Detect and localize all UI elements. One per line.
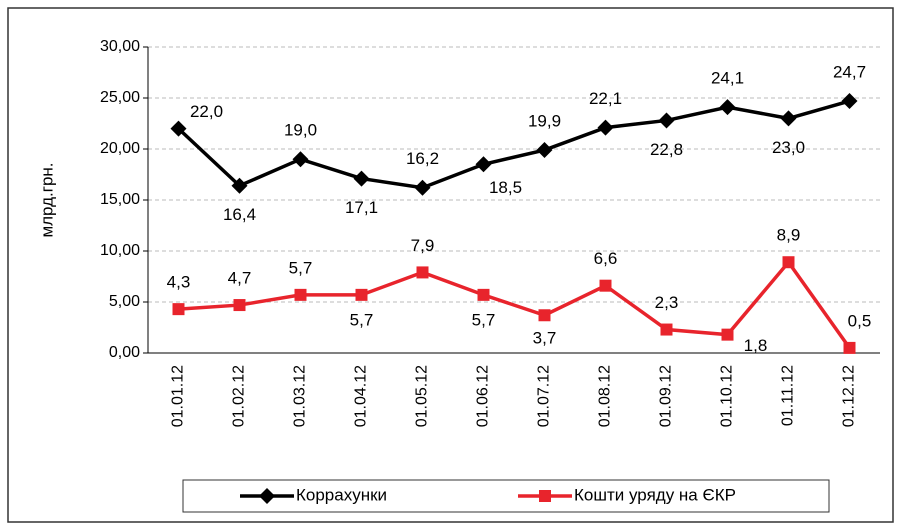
y-axis-label: млрд.грн. — [37, 162, 56, 237]
data-label: 5,7 — [350, 310, 374, 329]
data-label: 17,1 — [345, 198, 378, 217]
line-marker — [841, 93, 858, 110]
data-label: 5,7 — [289, 258, 313, 277]
data-label: 8,9 — [777, 226, 801, 245]
x-tick-label: 01.09.12 — [658, 365, 675, 427]
x-tick-label: 01.01.12 — [170, 365, 187, 427]
line-marker — [292, 151, 309, 168]
x-tick-label: 01.02.12 — [231, 365, 248, 427]
line-marker — [536, 142, 553, 159]
line-marker — [780, 110, 797, 127]
line-marker — [353, 170, 370, 187]
x-tick-label: 01.10.12 — [719, 365, 736, 427]
data-label: 3,7 — [533, 329, 557, 348]
y-tick-label: 30,00 — [100, 38, 140, 55]
legend-label: Кошти уряду на ЄКР — [574, 485, 736, 504]
line-marker — [414, 179, 431, 196]
line-marker — [233, 299, 246, 312]
line-marker — [172, 303, 185, 316]
data-label: 16,4 — [223, 205, 256, 224]
data-label: 4,3 — [167, 273, 191, 292]
x-tick-label: 01.05.12 — [414, 365, 431, 427]
y-tick-label: 10,00 — [100, 242, 140, 259]
data-label: 6,6 — [594, 249, 618, 268]
y-tick-label: 15,00 — [100, 191, 140, 208]
data-label: 23,0 — [772, 138, 805, 157]
x-tick-label: 01.12.12 — [841, 365, 858, 427]
data-label: 4,7 — [228, 269, 252, 288]
line-marker — [355, 288, 368, 301]
chart-frame — [7, 7, 894, 523]
line-marker — [538, 309, 551, 322]
line-marker — [599, 279, 612, 292]
line-marker — [782, 256, 795, 269]
line-marker — [719, 99, 736, 116]
line-marker — [721, 328, 734, 341]
data-label: 0,5 — [848, 311, 872, 330]
data-label: 1,8 — [744, 336, 768, 355]
x-tick-label: 01.04.12 — [353, 365, 370, 427]
line-marker — [170, 120, 187, 137]
data-label: 19,0 — [284, 121, 317, 140]
x-tick-label: 01.03.12 — [292, 365, 309, 427]
data-label: 19,9 — [528, 112, 561, 131]
series-line — [178, 259, 851, 349]
line-marker — [843, 341, 856, 354]
data-label: 5,7 — [472, 310, 496, 329]
line-marker — [597, 119, 614, 136]
line-marker — [660, 323, 673, 336]
line-marker — [294, 288, 307, 301]
line-marker — [475, 156, 492, 173]
data-label: 22,8 — [650, 140, 683, 159]
data-label: 16,2 — [406, 149, 439, 168]
x-tick-label: 01.06.12 — [475, 365, 492, 427]
y-tick-label: 20,00 — [100, 140, 140, 157]
line-marker — [658, 112, 675, 129]
y-tick-label: 0,00 — [109, 344, 140, 361]
y-tick-label: 5,00 — [109, 293, 140, 310]
line-marker — [477, 288, 490, 301]
data-label: 18,5 — [489, 178, 522, 197]
line-marker — [416, 266, 429, 279]
legend-label: Коррахунки — [296, 485, 387, 504]
data-label: 24,1 — [711, 69, 744, 88]
x-tick-label: 01.07.12 — [536, 365, 553, 427]
legend-marker — [259, 488, 275, 504]
data-label: 24,7 — [833, 63, 866, 82]
data-label: 2,3 — [655, 293, 679, 312]
data-label: 22,0 — [190, 102, 223, 121]
line-marker — [231, 177, 248, 194]
data-label: 22,1 — [589, 89, 622, 108]
x-tick-label: 01.11.12 — [780, 365, 797, 426]
x-tick-label: 01.08.12 — [597, 365, 614, 427]
y-tick-label: 25,00 — [100, 89, 140, 106]
series-line — [177, 99, 850, 190]
legend-marker — [539, 490, 551, 502]
data-label: 7,9 — [411, 236, 435, 255]
